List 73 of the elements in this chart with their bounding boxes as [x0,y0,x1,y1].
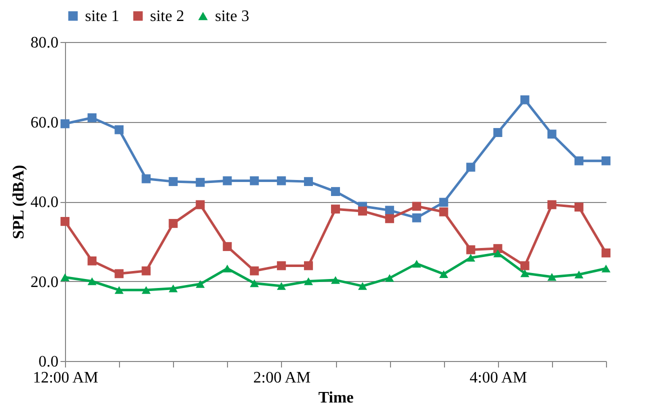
point [547,272,556,281]
point [520,261,530,270]
point [168,177,178,186]
point [222,264,232,272]
point [493,244,502,254]
point [168,218,178,228]
point [493,128,502,137]
legend-label: site 2 [150,8,184,25]
point [331,187,340,196]
point [276,176,286,186]
point [439,207,448,216]
y-tick-label: 60.0 [30,114,58,132]
point [574,202,584,212]
point [114,286,124,294]
point [222,176,232,186]
point [331,204,340,214]
point [385,206,394,215]
point [196,178,205,187]
point [142,174,151,184]
point [88,256,97,266]
point [602,156,610,166]
point [250,176,259,186]
point [142,286,151,294]
point [142,266,151,276]
point [574,156,584,166]
legend-label: site 1 [85,8,120,25]
point [412,260,422,268]
point [88,277,97,286]
point [466,245,476,254]
point [547,130,556,139]
point [412,213,422,222]
x-axis-title: Time [318,390,354,406]
y-axis-title: SPL (dBA) [10,164,28,240]
point [60,216,70,226]
point [304,177,313,186]
point [250,279,259,288]
point [276,282,286,290]
point [466,162,476,172]
point [493,249,502,258]
point [114,269,124,278]
point [276,261,286,270]
point [114,125,124,134]
point [574,270,584,278]
point [466,254,476,262]
y-tick-label: 0.0 [38,354,58,370]
x-tick-label: 2:00 AM [253,370,311,386]
point [168,284,178,292]
point [331,276,340,284]
point [304,277,313,286]
point [439,198,448,207]
point [439,270,448,278]
point [602,264,610,272]
point [412,202,422,211]
y-tick-label: 80.0 [30,34,58,52]
point [385,214,394,224]
point [222,242,232,252]
point [196,280,205,288]
x-tick-label: 4:00 AM [470,370,527,386]
point [547,200,556,210]
point [520,95,530,104]
point [385,274,394,282]
y-tick-label: 40.0 [30,194,58,211]
y-tick-label: 20.0 [30,274,58,291]
point [196,200,205,210]
point [602,248,610,258]
point [520,269,530,278]
point [304,261,313,270]
x-tick-label: 12:00 AM [32,370,98,386]
point [88,113,97,122]
point [250,266,259,276]
point [358,206,368,216]
point [358,282,368,290]
legend-label: site 3 [215,8,250,25]
